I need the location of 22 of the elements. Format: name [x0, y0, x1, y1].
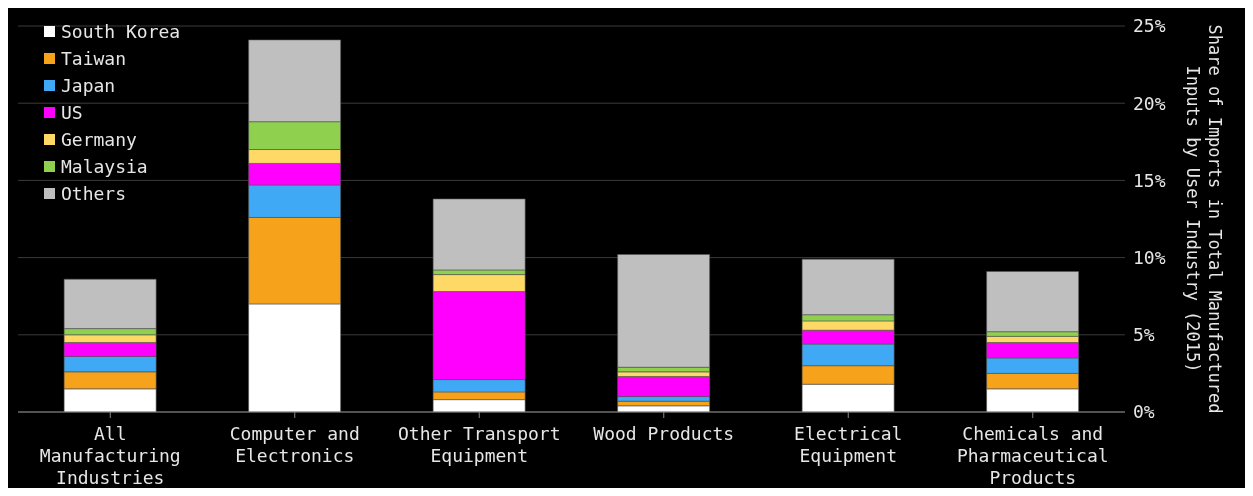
y-tick-label: 0%	[1133, 401, 1155, 423]
legend-label: Taiwan	[61, 47, 127, 71]
x-tick-label: Chemicals and Pharmaceutical Products	[956, 423, 1109, 488]
bar	[432, 198, 526, 271]
y-tick-label: 10%	[1133, 246, 1166, 268]
legend-label: Germany	[61, 128, 137, 152]
legend-label: South Korea	[61, 20, 181, 44]
x-tick-label: Wood Products	[593, 423, 735, 444]
y-tick-label: 15%	[1133, 169, 1166, 191]
legend-label: Others	[61, 182, 127, 206]
x-tick-label: Computer and Electronics	[229, 423, 360, 466]
y-tick-label: 5%	[1133, 324, 1155, 346]
legend-label: Japan	[61, 74, 116, 98]
y-tick-label: 20%	[1133, 92, 1166, 114]
y-tick-label: 25%	[1133, 15, 1166, 37]
bar	[986, 271, 1079, 333]
legend-label: Malaysia	[61, 155, 148, 179]
legend-label: US	[61, 101, 83, 125]
x-tick-label: Electrical Equipment	[794, 423, 903, 466]
y-axis-title: Share of Imports in Total Manufactured Inputs by User Industry (2015)	[1183, 24, 1225, 414]
x-tick-label: Other Transport Equipment	[397, 423, 561, 466]
x-tick-label: All Manufacturing Industries	[39, 423, 181, 488]
